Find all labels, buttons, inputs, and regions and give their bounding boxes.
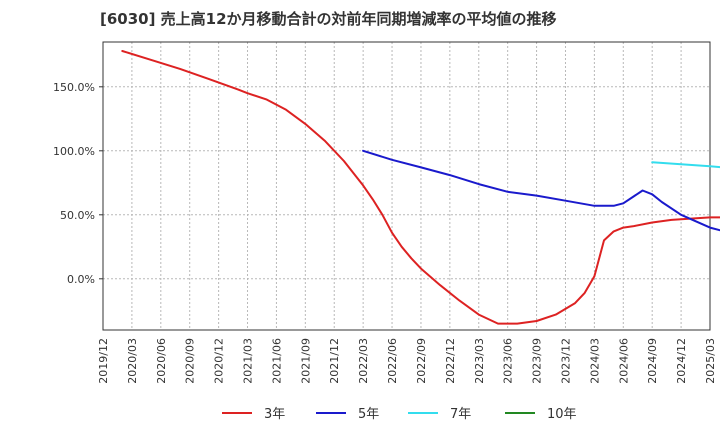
x-tick-label: 2022/12 [444,338,457,384]
grid-layer [103,42,710,330]
x-tick-label: 2021/09 [299,338,312,384]
legend-label-10年: 10年 [547,407,577,422]
x-tick-label: 2023/03 [473,338,486,384]
x-tick-label: 2022/06 [386,338,399,384]
x-tick-label: 2023/09 [531,338,544,384]
y-tick-label: 50.0% [60,209,95,222]
x-tick-label: 2022/03 [357,338,370,384]
x-tick-label: 2020/03 [126,338,139,384]
legend-label-5年: 5年 [358,407,379,422]
x-tick-label: 2025/03 [704,338,717,384]
chart-title: [6030] 売上高12か月移動合計の対前年同期増減率の平均値の推移 [100,10,557,28]
x-tick-label: 2024/06 [617,338,630,384]
series-line-5年 [362,149,720,232]
series-line-7年 [651,161,720,169]
series-line-3年 [121,50,720,325]
y-tick-label: 100.0% [53,145,95,158]
x-tick-label: 2023/12 [559,338,572,384]
x-tick-label: 2024/03 [588,338,601,384]
x-tick-label: 2021/03 [242,338,255,384]
series-layer [121,50,720,325]
x-tick-label: 2022/09 [415,338,428,384]
x-tick-label: 2020/09 [184,338,197,384]
x-tick-label: 2020/06 [155,338,168,384]
x-tick-label: 2019/12 [97,338,110,384]
x-tick-label: 2024/12 [675,338,688,384]
axis-layer: 2019/12 2020/03 2020/06 2020/09 2020/12 2021/… [53,41,717,384]
x-tick-label: 2023/06 [502,338,515,384]
legend-label-7年: 7年 [450,407,471,422]
y-tick-label: 0.0% [67,273,95,286]
x-tick-label: 2020/12 [213,338,226,384]
legend: 3年 5年 7年 10年 [222,407,577,422]
x-tick-label: 2024/09 [646,338,659,384]
plot-frame [102,41,711,331]
x-tick-label: 2021/12 [328,338,341,384]
legend-label-3年: 3年 [264,407,285,422]
x-tick-label: 2021/06 [270,338,283,384]
y-tick-label: 150.0% [53,81,95,94]
